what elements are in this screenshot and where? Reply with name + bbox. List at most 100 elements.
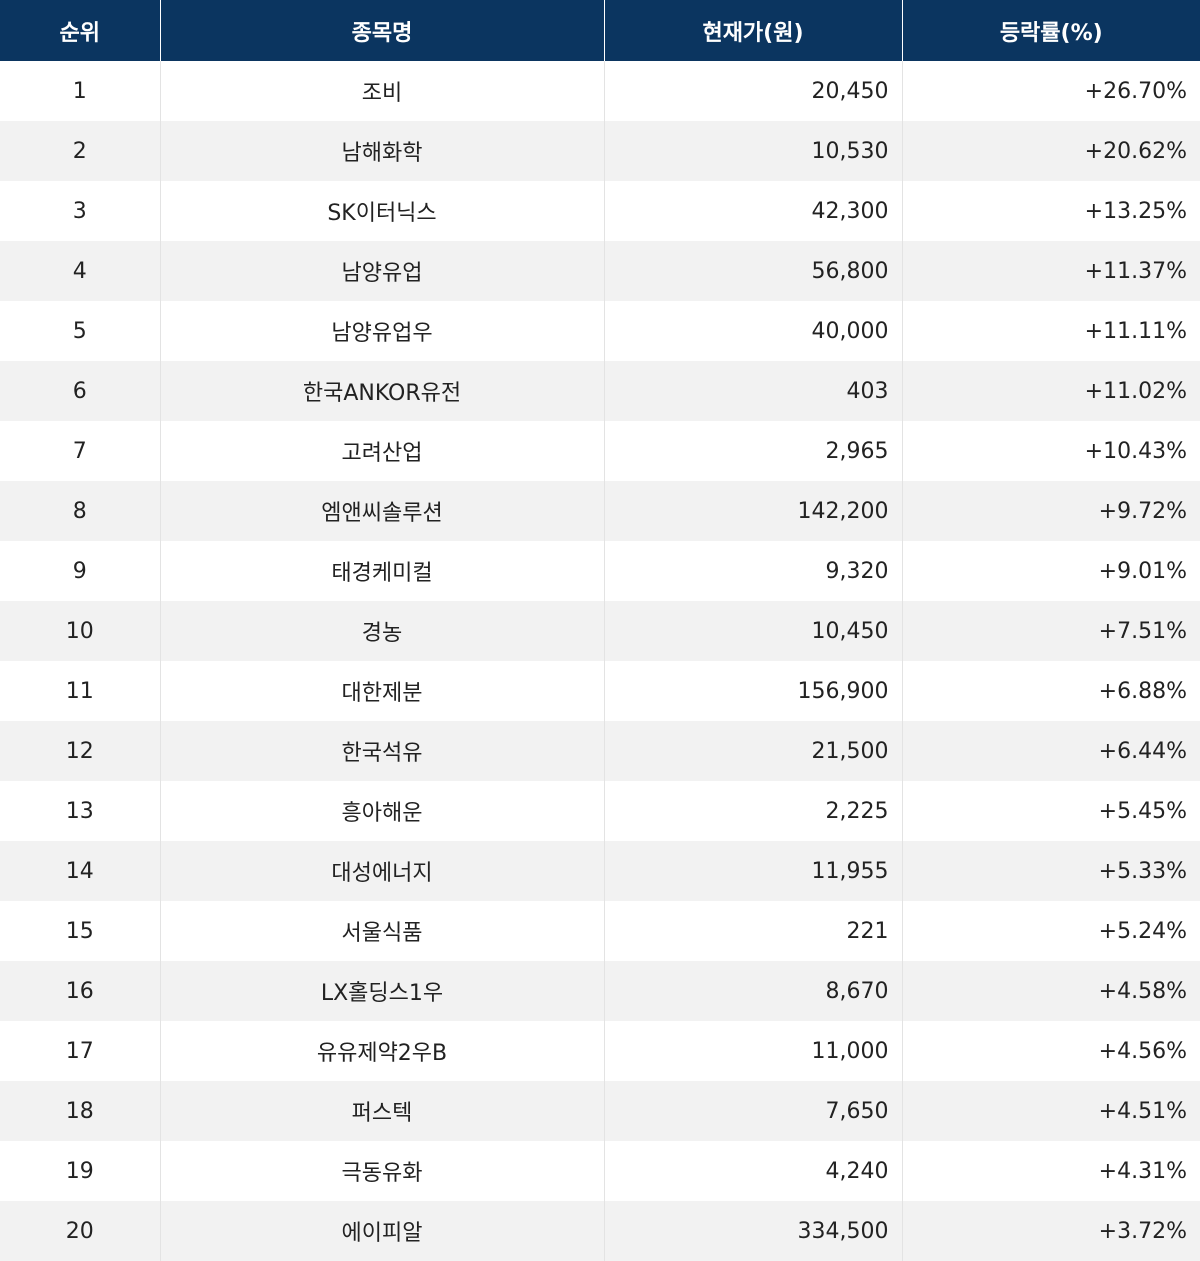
change-rate-cell: +11.02% (1084, 378, 1187, 404)
price-cell: 4,240 (604, 1141, 903, 1201)
price-cell: 2,225 (604, 781, 903, 841)
stock-name-cell: LX홀딩스1우 (160, 961, 605, 1021)
stock-name-cell: 에이피알 (160, 1201, 605, 1261)
header-rank: 순위 (0, 0, 161, 61)
rank-cell: 12 (0, 721, 161, 781)
stock-name-cell: 대성에너지 (160, 841, 605, 901)
stock-name-cell: 흥아해운 (160, 781, 605, 841)
table-row: 1 조비 20,450 +26.70% (0, 61, 1200, 121)
rank-cell: 18 (0, 1081, 161, 1141)
change-rate-cell: +4.51% (1098, 1098, 1187, 1124)
header-row: 순위 종목명 현재가(원) 등락률(%) (0, 0, 1200, 61)
price-cell: 10,530 (604, 121, 903, 181)
change-rate-cell: +26.70% (1084, 78, 1187, 104)
table-row: 19 극동유화 4,240 +4.31% (0, 1141, 1200, 1201)
stock-name-cell: 고려산업 (160, 421, 605, 481)
change-rate-cell: +10.43% (1084, 438, 1187, 464)
change-rate-cell: +11.37% (1084, 258, 1187, 284)
table-row: 11 대한제분 156,900 +6.88% (0, 661, 1200, 721)
change-rate-cell: +20.62% (1084, 138, 1187, 164)
table-row: 16 LX홀딩스1우 8,670 +4.58% (0, 961, 1200, 1021)
stock-name-cell: 남양유업우 (160, 301, 605, 361)
price-cell: 42,300 (604, 181, 903, 241)
table-row: 17 유유제약2우B 11,000 +4.56% (0, 1021, 1200, 1081)
price-cell: 11,000 (604, 1021, 903, 1081)
stock-name-cell: SK이터닉스 (160, 181, 605, 241)
rank-cell: 5 (0, 301, 161, 361)
change-rate-cell: +9.01% (1098, 558, 1187, 584)
stock-name-cell: 한국석유 (160, 721, 605, 781)
change-rate-cell: +4.56% (1098, 1038, 1187, 1064)
price-cell: 142,200 (604, 481, 903, 541)
change-rate-cell: +11.11% (1084, 318, 1187, 344)
change-rate-cell: +6.88% (1098, 678, 1187, 704)
stock-name-cell: 서울식품 (160, 901, 605, 961)
price-cell: 10,450 (604, 601, 903, 661)
change-rate-cell: +7.51% (1098, 618, 1187, 644)
table-row: 18 퍼스텍 7,650 +4.51% (0, 1081, 1200, 1141)
table-row: 4 남양유업 56,800 +11.37% (0, 241, 1200, 301)
stock-name-cell: 경농 (160, 601, 605, 661)
table-row: 8 엠앤씨솔루션 142,200 +9.72% (0, 481, 1200, 541)
header-name: 종목명 (160, 0, 605, 61)
rank-cell: 8 (0, 481, 161, 541)
price-cell: 8,670 (604, 961, 903, 1021)
rank-cell: 2 (0, 121, 161, 181)
rank-cell: 11 (0, 661, 161, 721)
price-cell: 2,965 (604, 421, 903, 481)
header-price: 현재가(원) (604, 0, 903, 61)
rank-cell: 16 (0, 961, 161, 1021)
change-rate-cell: +13.25% (1084, 198, 1187, 224)
change-rate-cell: +5.33% (1098, 858, 1187, 884)
table-row: 7 고려산업 2,965 +10.43% (0, 421, 1200, 481)
rank-cell: 14 (0, 841, 161, 901)
price-cell: 21,500 (604, 721, 903, 781)
table-row: 5 남양유업우 40,000 +11.11% (0, 301, 1200, 361)
rank-cell: 7 (0, 421, 161, 481)
price-cell: 403 (604, 361, 903, 421)
change-rate-cell: +4.31% (1098, 1158, 1187, 1184)
header-change: 등락률(%) (999, 20, 1103, 46)
stock-name-cell: 대한제분 (160, 661, 605, 721)
change-rate-cell: +9.72% (1098, 498, 1187, 524)
change-rate-cell: +6.44% (1098, 738, 1187, 764)
change-rate-cell: +5.45% (1098, 798, 1187, 824)
stock-name-cell: 한국ANKOR유전 (160, 361, 605, 421)
table-row: 12 한국석유 21,500 +6.44% (0, 721, 1200, 781)
rank-cell: 20 (0, 1201, 161, 1261)
change-rate-cell: +4.58% (1098, 978, 1187, 1004)
price-cell: 334,500 (604, 1201, 903, 1261)
rank-cell: 10 (0, 601, 161, 661)
table-row: 20 에이피알 334,500 +3.72% (0, 1201, 1200, 1261)
rank-cell: 15 (0, 901, 161, 961)
stock-name-cell: 남양유업 (160, 241, 605, 301)
table-header: 순위 종목명 현재가(원) 등락률(%) (0, 0, 1200, 61)
rank-cell: 13 (0, 781, 161, 841)
table-row: 15 서울식품 221 +5.24% (0, 901, 1200, 961)
price-cell: 221 (604, 901, 903, 961)
table-row: 2 남해화학 10,530 +20.62% (0, 121, 1200, 181)
table-row: 9 태경케미컬 9,320 +9.01% (0, 541, 1200, 601)
price-cell: 40,000 (604, 301, 903, 361)
price-cell: 9,320 (604, 541, 903, 601)
price-cell: 56,800 (604, 241, 903, 301)
table-row: 6 한국ANKOR유전 403 +11.02% (0, 361, 1200, 421)
change-rate-cell: +5.24% (1098, 918, 1187, 944)
stock-name-cell: 퍼스텍 (160, 1081, 605, 1141)
rank-cell: 19 (0, 1141, 161, 1201)
table-row: 10 경농 10,450 +7.51% (0, 601, 1200, 661)
rank-cell: 3 (0, 181, 161, 241)
rank-cell: 17 (0, 1021, 161, 1081)
table-body: 1 조비 20,450 +26.70% 2 남해화학 10,530 +20.62% 3 SK이터닉… (0, 61, 1200, 1261)
rank-cell: 4 (0, 241, 161, 301)
change-rate-cell: +3.72% (1098, 1218, 1187, 1244)
price-cell: 20,450 (604, 61, 903, 121)
stock-name-cell: 태경케미컬 (160, 541, 605, 601)
price-cell: 7,650 (604, 1081, 903, 1141)
stock-name-cell: 극동유화 (160, 1141, 605, 1201)
stock-name-cell: 조비 (160, 61, 605, 121)
stock-name-cell: 엠앤씨솔루션 (160, 481, 605, 541)
table-row: 3 SK이터닉스 42,300 +13.25% (0, 181, 1200, 241)
table-row: 14 대성에너지 11,955 +5.33% (0, 841, 1200, 901)
